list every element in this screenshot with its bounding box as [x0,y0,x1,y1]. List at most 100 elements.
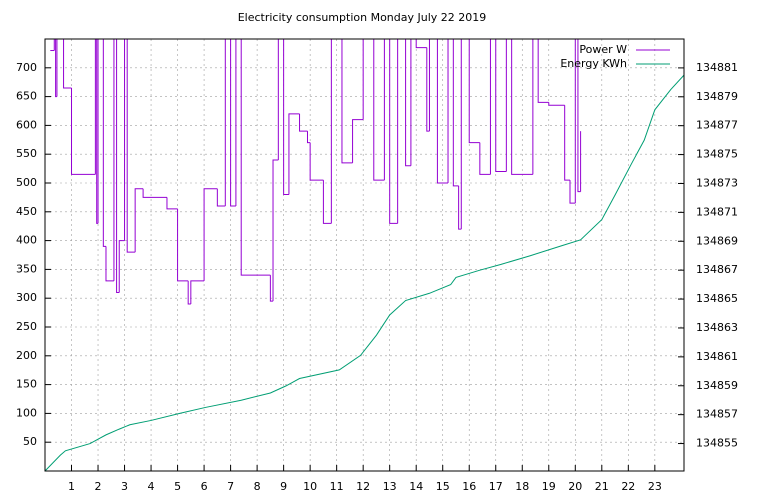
power-step [203,188,218,281]
y-tick-label: 600 [16,118,37,131]
y2-tick-label: 134863 [696,321,738,334]
power-step [56,39,58,97]
power-step [97,39,99,224]
power-step [373,39,385,181]
power-step [240,39,271,276]
power-step [166,197,178,210]
y-tick-label: 500 [16,176,37,189]
power-step [415,39,427,49]
power-step [116,39,120,293]
x-tick-label: 3 [121,480,128,493]
power-step [452,39,459,187]
y2-tick-label: 134879 [696,90,738,103]
power-step [569,180,576,204]
power-step [341,39,353,164]
x-tick-label: 19 [542,480,556,493]
power-step [299,113,308,132]
power-step [272,159,279,302]
power-step [190,280,205,304]
chart-title: Electricity consumption Monday July 22 2… [238,11,487,24]
y-tick-label: 650 [16,90,37,103]
x-tick-label: 10 [303,480,317,493]
x-tick-label: 20 [568,480,582,493]
grid [45,39,684,471]
power-step [288,113,300,195]
y2-tick-label: 134877 [696,119,738,132]
y-tick-label: 700 [16,61,37,74]
y2-tick-label: 134875 [696,148,738,161]
power-step [458,185,462,230]
power-step [362,39,364,120]
power-step [134,188,144,253]
power-step [102,39,106,247]
x-tick-label: 12 [356,480,370,493]
power-step [269,275,274,302]
power-step [532,39,534,175]
power-step [230,39,236,207]
x-tick-label: 11 [330,480,344,493]
power-step [118,240,125,293]
power-step [187,280,191,305]
power-step [495,39,507,172]
y-tick-label: 100 [16,406,37,419]
x-tick-label: 1 [68,480,75,493]
x-tick-label: 13 [383,480,397,493]
x-tick-label: 6 [201,480,208,493]
y2-tick-label: 134865 [696,292,738,305]
power-step [124,39,126,241]
y2-tick-label: 134873 [696,176,738,189]
power-step [216,188,226,207]
x-tick-label: 14 [409,480,423,493]
y2-tick-label: 134859 [696,379,738,392]
power-step [235,39,237,207]
power-step [63,39,72,89]
y2-tick-label: 134871 [696,205,738,218]
x-tick-label: 22 [621,480,635,493]
x-tick-label: 8 [254,480,261,493]
legend-label: Power W [579,43,627,56]
power-step [410,39,412,166]
power-step [389,39,398,224]
x-tick-label: 18 [515,480,529,493]
x-tick-label: 23 [648,480,662,493]
power-step [577,39,581,193]
power-step [126,39,136,253]
power-step [306,131,311,144]
y-tick-label: 50 [23,435,37,448]
power-step [479,142,491,175]
power-step [397,39,399,224]
x-tick-label: 9 [280,480,287,493]
y2-tick-label: 134881 [696,61,738,74]
y-tick-label: 450 [16,205,37,218]
power-step [142,188,167,198]
power-step [426,47,430,132]
power-step [94,39,96,175]
y-tick-label: 150 [16,378,37,391]
x-tick-label: 17 [489,480,503,493]
y-tick-label: 550 [16,147,37,160]
power-step [447,39,449,183]
y-tick-label: 400 [16,234,37,247]
power-step [436,39,449,184]
power-step [428,39,430,132]
power-step [224,39,226,207]
power-step [505,39,507,172]
energy-line [45,74,684,471]
power-step [460,39,462,230]
x-tick-label: 15 [436,480,450,493]
plot-area [45,39,684,471]
power-step [574,39,576,204]
y-tick-label: 200 [16,349,37,362]
power-step [405,39,411,167]
power-step [489,39,491,175]
power-step [105,246,114,282]
power-step [283,39,289,196]
x-tick-label: 2 [95,480,102,493]
power-step [548,102,565,106]
x-tick-label: 5 [174,480,181,493]
y-tick-label: 250 [16,320,37,333]
power-step [511,39,533,175]
power-step [383,39,385,181]
y2-tick-label: 134867 [696,263,738,276]
y2-tick-label: 134855 [696,437,738,450]
